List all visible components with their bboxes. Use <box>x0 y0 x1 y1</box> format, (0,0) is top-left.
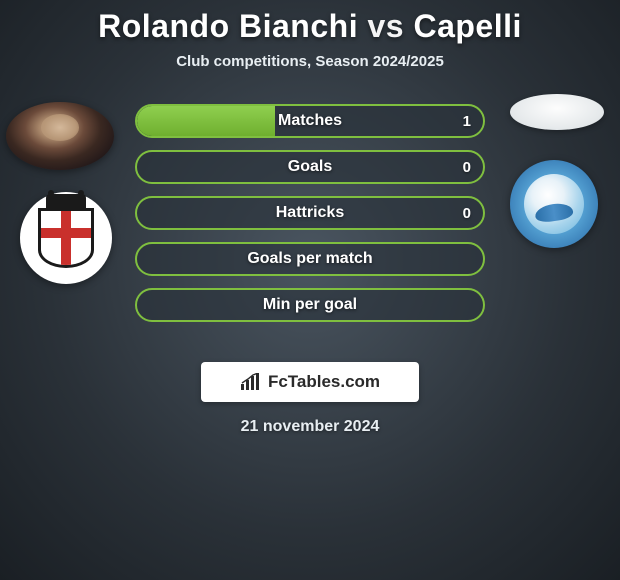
player2-avatar <box>510 94 604 130</box>
stat-right-value: 0 <box>463 205 471 222</box>
bar-chart-icon <box>240 373 262 391</box>
stat-label: Hattricks <box>137 204 483 222</box>
stats-bars: Matches 1 Goals 0 Hattricks 0 Goals per … <box>135 104 485 334</box>
shield-icon <box>38 204 94 272</box>
stat-label: Goals <box>137 158 483 176</box>
comparison-area: Matches 1 Goals 0 Hattricks 0 Goals per … <box>0 94 620 344</box>
date-label: 21 november 2024 <box>0 418 620 436</box>
vs-label: vs <box>367 8 404 44</box>
source-badge: FcTables.com <box>201 362 419 402</box>
stat-row-mpg: Min per goal <box>135 288 485 322</box>
wave-icon <box>524 174 584 234</box>
player1-club-badge <box>20 192 112 284</box>
subtitle: Club competitions, Season 2024/2025 <box>0 53 620 70</box>
player1-avatar <box>6 102 114 170</box>
stat-right-value: 1 <box>463 113 471 130</box>
stat-row-gpm: Goals per match <box>135 242 485 276</box>
source-badge-text: FcTables.com <box>268 372 380 392</box>
stat-row-matches: Matches 1 <box>135 104 485 138</box>
stat-row-hattricks: Hattricks 0 <box>135 196 485 230</box>
stat-right-value: 0 <box>463 159 471 176</box>
player2-club-badge <box>510 160 598 248</box>
stat-row-goals: Goals 0 <box>135 150 485 184</box>
player1-name: Rolando Bianchi <box>98 8 358 44</box>
player2-name: Capelli <box>413 8 521 44</box>
stat-label: Goals per match <box>137 250 483 268</box>
content-root: Rolando Bianchi vs Capelli Club competit… <box>0 0 620 436</box>
stat-label: Min per goal <box>137 296 483 314</box>
page-title: Rolando Bianchi vs Capelli <box>0 8 620 45</box>
stat-label: Matches <box>137 112 483 130</box>
